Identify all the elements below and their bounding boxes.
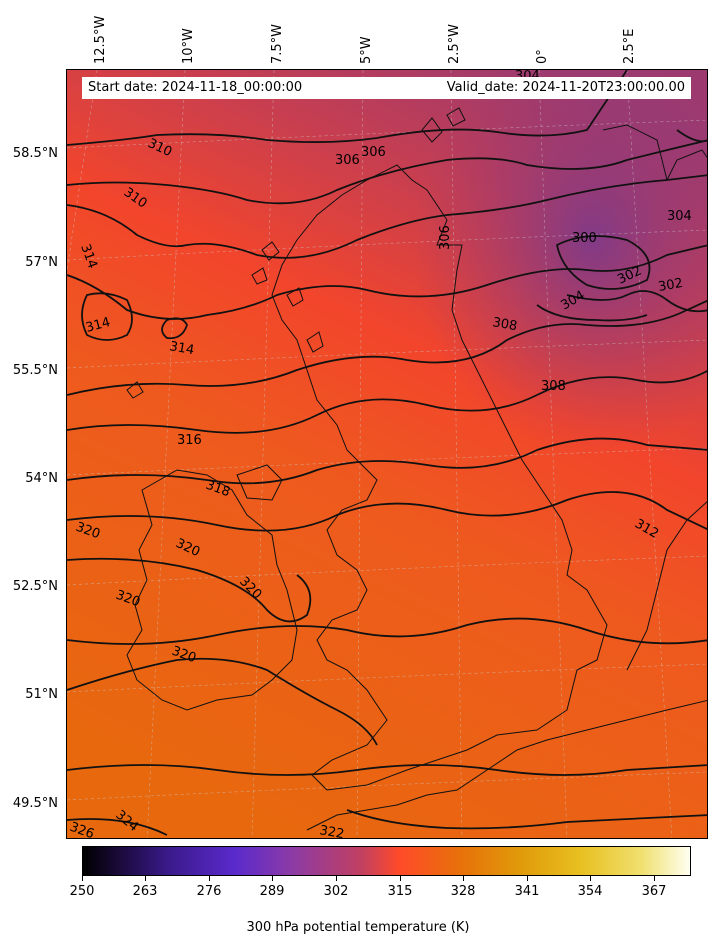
contour-line [566, 290, 707, 313]
lon-label-12-5w: 12.5°W [93, 15, 108, 64]
contour-label: 322 [318, 823, 345, 839]
lat-label-52-5n: 52.5°N [12, 579, 58, 594]
colorbar-tick-label: 302 [323, 884, 349, 899]
contour-label: 306 [438, 225, 453, 250]
contour-line [67, 299, 707, 396]
colorbar-tick [145, 876, 146, 881]
colorbar [82, 846, 691, 876]
great-britain-coast [271, 164, 608, 791]
colorbar-tick [272, 876, 273, 881]
contour-label: 300 [572, 231, 597, 246]
contour-label: 314 [168, 339, 195, 358]
contour-line [67, 491, 707, 532]
colorbar-tick-label: 341 [514, 884, 540, 899]
colorbar-tick [590, 876, 591, 881]
lon-label-10w: 10°W [181, 28, 196, 64]
contour-line [67, 437, 707, 485]
lat-label-58-5n: 58.5°N [12, 146, 58, 161]
contour-label: 306 [361, 145, 386, 160]
contour-line [67, 764, 707, 776]
contour-line [67, 617, 707, 645]
contour-line [67, 244, 707, 320]
colorbar-tick [336, 876, 337, 881]
lon-label-0: 0° [535, 49, 550, 64]
contour-line [161, 317, 188, 340]
colorbar-tick-label: 289 [259, 884, 285, 899]
contour-label: 308 [491, 315, 518, 334]
date-info-box: Start date: 2024-11-18_00:00:00 Valid_da… [82, 77, 691, 99]
colorbar-tick-label: 263 [132, 884, 158, 899]
colorbar-title: 300 hPa potential temperature (K) [246, 920, 470, 935]
contour-line [67, 370, 707, 434]
cold-core-shading [67, 70, 707, 838]
lat-label-57n: 57°N [25, 255, 58, 270]
lat-label-49-5n: 49.5°N [12, 796, 58, 811]
colorbar-tick-label: 328 [450, 884, 476, 899]
contour-label: 314 [84, 315, 112, 336]
colorbar-tick [82, 876, 83, 881]
lon-label-2-5w: 2.5°W [447, 23, 462, 64]
colorbar-tick-label: 354 [577, 884, 603, 899]
contour-line [676, 129, 707, 143]
colorbar-tick [209, 876, 210, 881]
lon-label-5w: 5°W [359, 36, 374, 64]
lat-label-54n: 54°N [25, 471, 58, 486]
colorbar-tick-label: 367 [641, 884, 667, 899]
colorbar-tick-label: 315 [387, 884, 413, 899]
contour-line [67, 70, 628, 146]
contour-line [67, 139, 707, 205]
contour-label: 316 [177, 433, 202, 448]
colorbar-tick [400, 876, 401, 881]
temperature-map: 304 310 306 306 310 306 314 314 314 300 … [67, 70, 707, 839]
contour-line [67, 174, 707, 259]
lat-label-55-5n: 55.5°N [12, 363, 58, 378]
colorbar-tick [654, 876, 655, 881]
colorbar-tick [463, 876, 464, 881]
ireland-coast [126, 469, 298, 711]
colorbar-tick-label: 250 [69, 884, 95, 899]
lat-label-51n: 51°N [25, 687, 58, 702]
france-coast [306, 699, 707, 831]
map-panel: 304 310 306 306 310 306 314 314 314 300 … [66, 69, 708, 839]
lon-label-7-5w: 7.5°W [270, 23, 285, 64]
contour-line [346, 809, 707, 830]
contour-line [536, 304, 648, 322]
start-date-label: Start date: 2024-11-18_00:00:00 [88, 80, 303, 95]
valid-date-label: Valid_date: 2024-11-20T23:00:00.00 [446, 80, 685, 95]
contour-line [81, 292, 133, 341]
colorbar-tick [527, 876, 528, 881]
contours [67, 70, 707, 836]
contour-label: 302 [657, 276, 684, 295]
contour-label: 304 [667, 209, 692, 224]
colorbar-tick-label: 276 [196, 884, 222, 899]
contour-label: 306 [335, 153, 360, 168]
contour-line [67, 818, 168, 836]
contour-line [67, 657, 378, 746]
contour-label: 308 [541, 379, 566, 394]
contour-line [67, 557, 312, 623]
contour-line [555, 235, 651, 290]
lon-label-2-5e: 2.5°E [622, 28, 637, 64]
